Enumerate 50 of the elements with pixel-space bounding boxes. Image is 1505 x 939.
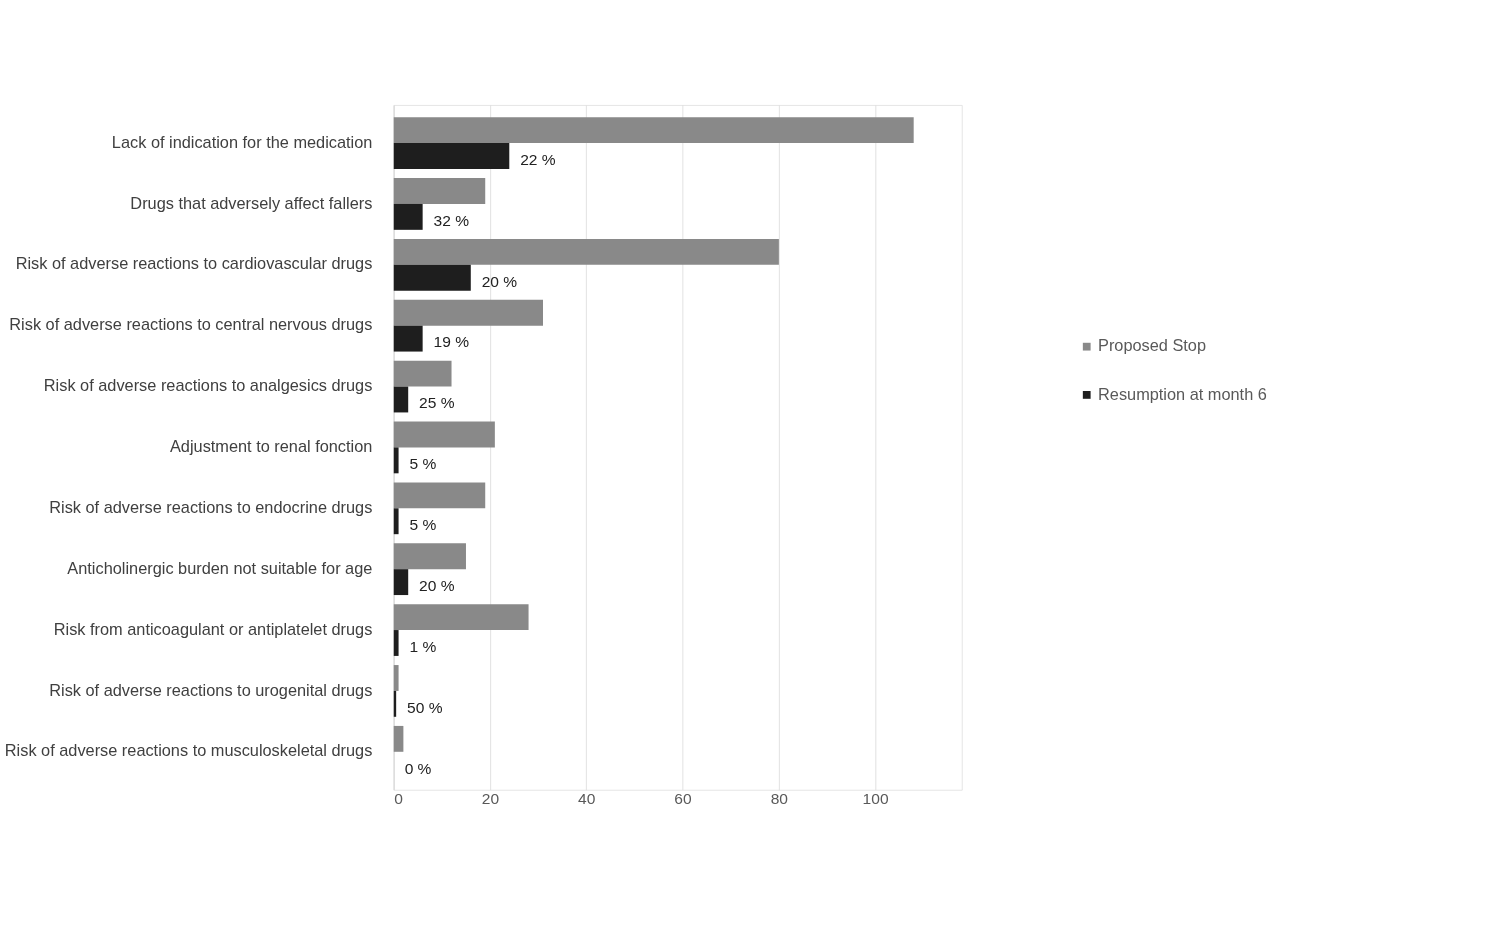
bar (393, 386, 409, 413)
bar (393, 630, 399, 656)
bar (393, 543, 466, 570)
y-tick-label: Risk of adverse reactions to central nervous drugs (9, 315, 373, 334)
bar (393, 264, 471, 291)
bar (393, 238, 779, 265)
annotation: 32 % (433, 211, 470, 229)
bar (393, 447, 399, 474)
y-tick-label: Risk of adverse reactions to musculoskeletal drugs (4, 741, 373, 760)
annotation: 50 % (407, 698, 443, 716)
y-tick-label: Drugs that adversely affect fallers (130, 193, 373, 212)
bar (393, 725, 404, 752)
bar (393, 178, 486, 204)
x-tick-label: 100 (862, 790, 889, 808)
bar (393, 508, 399, 535)
annotation: 0 % (404, 759, 432, 777)
annotation: 20 % (481, 272, 518, 290)
bar (393, 569, 409, 596)
x-tick-label: 60 (674, 790, 692, 808)
annotation: 19 % (433, 333, 470, 351)
annotation: 25 % (419, 394, 455, 412)
bar (393, 143, 510, 169)
x-tick-label: 0 (394, 790, 404, 808)
legend-label: Proposed Stop (1098, 336, 1207, 355)
annotation: 1 % (409, 637, 437, 655)
annotation: 5 % (409, 455, 437, 473)
x-tick-label: 80 (770, 790, 789, 808)
bar (393, 203, 423, 230)
bar (393, 325, 423, 352)
y-tick-label: Adjustment to renal fonction (169, 437, 373, 456)
y-tick-label: Lack of indication for the medication (111, 132, 373, 151)
x-tick-label: 20 (481, 790, 500, 808)
x-tick-label: 40 (578, 790, 596, 808)
y-tick-label: Risk of adverse reactions to endocrine drugs (49, 497, 373, 516)
annotation: 5 % (409, 516, 437, 534)
bar (393, 421, 495, 448)
legend-label: Resumption at month 6 (1098, 384, 1267, 403)
y-tick-label: Risk from anticoagulant or antiplatelet drugs (53, 619, 373, 638)
y-tick-label: Risk of adverse reactions to cardiovascular drugs (15, 254, 373, 273)
bar (393, 299, 543, 326)
y-tick-label: Risk of adverse reactions to analgesics drugs (43, 376, 373, 395)
bar (393, 665, 399, 691)
bar (393, 360, 452, 387)
y-tick-label: Risk of adverse reactions to urogenital drugs (49, 680, 373, 699)
bar (393, 117, 914, 144)
annotation: 22 % (520, 150, 556, 168)
annotation: 20 % (419, 576, 455, 594)
y-tick-label: Anticholinergic burden not suitable for age (67, 558, 373, 577)
bar (393, 482, 486, 509)
bar (393, 604, 529, 631)
